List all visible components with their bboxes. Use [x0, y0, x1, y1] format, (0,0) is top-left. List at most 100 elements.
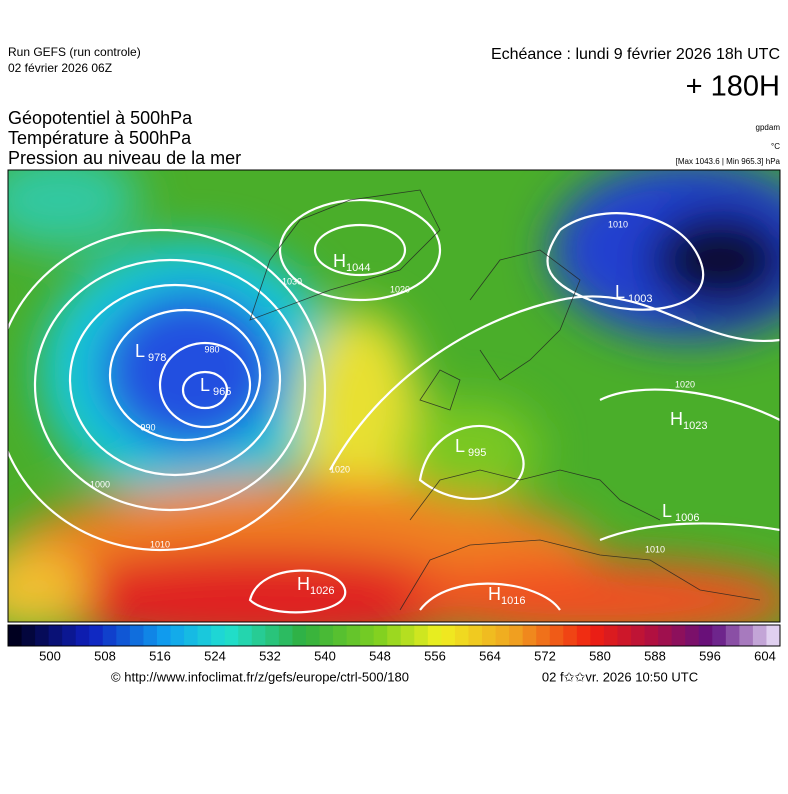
system-value: 1016	[501, 595, 525, 607]
scale-label: 588	[644, 648, 666, 663]
scale-cell	[251, 625, 266, 646]
scale-label: 540	[314, 648, 336, 663]
system-letter: L	[200, 375, 210, 395]
system-letter: H	[488, 584, 501, 604]
scale-cell	[658, 625, 673, 646]
isobar-label: 1030	[282, 276, 302, 286]
system-value: 978	[148, 352, 166, 364]
source: © http://www.infoclimat.fr/z/gefs/europe…	[111, 669, 409, 684]
scale-cell	[387, 625, 402, 646]
issued: 02 f✩✩vr. 2026 10:50 UTC	[542, 669, 698, 684]
layer-title: Géopotentiel à 500hPa	[8, 108, 193, 128]
isobar-label: 1010	[645, 544, 665, 554]
scale-cell	[48, 625, 63, 646]
system-letter: H	[333, 251, 346, 271]
isobar-label: 1010	[608, 219, 628, 229]
scale-cell	[441, 625, 456, 646]
scale-cell	[739, 625, 754, 646]
scale-cell	[278, 625, 293, 646]
isobar-label: 1010	[150, 539, 170, 549]
scale-label: 516	[149, 648, 171, 663]
scale-cell	[644, 625, 659, 646]
scale-cell	[156, 625, 172, 646]
run-date: 02 février 2026 06Z	[8, 61, 112, 75]
isobar-label: 1020	[390, 284, 410, 294]
unit: gpdam	[756, 123, 781, 132]
map-frame	[7, 169, 781, 623]
scale-cell	[292, 625, 307, 646]
scale-cell	[576, 625, 591, 646]
scale-cell	[102, 625, 117, 646]
scale-cell	[224, 625, 239, 646]
scale-cell	[685, 625, 700, 646]
scale-cell	[360, 625, 375, 646]
scale-label: 596	[699, 648, 721, 663]
scale-cell	[8, 625, 23, 646]
scale-cell	[712, 625, 727, 646]
scale-label: 556	[424, 648, 446, 663]
scale-cell	[766, 625, 781, 646]
scale-cell	[21, 625, 36, 646]
system-letter: L	[455, 436, 465, 456]
scale-cell	[631, 625, 646, 646]
system-letter: H	[670, 409, 683, 429]
scale-cell	[333, 625, 348, 646]
scale-cell	[752, 625, 767, 646]
isobar-label: 990	[140, 422, 155, 432]
scale-cell	[129, 625, 144, 646]
scale-cell	[305, 625, 321, 646]
scale-cell	[617, 625, 632, 646]
scale-label: 548	[369, 648, 391, 663]
system-value: 965	[213, 386, 231, 398]
scale-cell	[603, 625, 618, 646]
map	[8, 170, 780, 622]
system-value: 995	[468, 447, 486, 459]
scale-cell	[62, 625, 77, 646]
isobar-label: 1020	[330, 464, 350, 474]
lead-time: + 180H	[686, 71, 780, 103]
scale-cell	[211, 625, 226, 646]
scale-label: 580	[589, 648, 611, 663]
scale-cell	[725, 625, 740, 646]
scale-cell	[563, 625, 578, 646]
scale-label: 604	[754, 648, 776, 663]
run-label: Run GEFS (run controle)	[8, 45, 141, 59]
scale-cell	[319, 625, 334, 646]
scale-label: 572	[534, 648, 556, 663]
system-value: 1023	[683, 420, 707, 432]
scale-cell	[116, 625, 131, 646]
scale-cell	[89, 625, 104, 646]
layer-title: Pression au niveau de la mer	[8, 148, 241, 168]
scale-label: 532	[259, 648, 281, 663]
scale-cell	[265, 625, 280, 646]
scale-label: 564	[479, 648, 501, 663]
unit: °C	[771, 142, 780, 151]
scale-cell	[373, 625, 388, 646]
scale-cell	[400, 625, 415, 646]
isobar-label: 1000	[90, 479, 110, 489]
extremes: [Max 1043.6 | Min 965.3] hPa	[676, 157, 781, 166]
isobar-label: 980	[204, 344, 219, 354]
system-letter: L	[615, 282, 625, 302]
valid-time: Echéance : lundi 9 février 2026 18h UTC	[491, 46, 780, 63]
color-scale: 500 508 516 524 532 540 548 556 564 572 580 588 596 6…	[7, 624, 781, 663]
scale-cell	[509, 625, 524, 646]
scale-label: 524	[204, 648, 226, 663]
system-letter: H	[297, 574, 310, 594]
scale-cell	[238, 625, 253, 646]
scale-cell	[482, 625, 497, 646]
scale-label: 500	[39, 648, 61, 663]
scale-cell	[75, 625, 90, 646]
scale-cell	[536, 625, 551, 646]
system-value: 1044	[346, 262, 370, 274]
scale-cell	[495, 625, 510, 646]
scale-cell	[590, 625, 605, 646]
layer-title: Température à 500hPa	[8, 128, 192, 148]
scale-cell	[427, 625, 442, 646]
scale-cell	[549, 625, 564, 646]
system-value: 1026	[310, 585, 334, 597]
scale-cell	[454, 625, 469, 646]
isobar-label: 1020	[675, 379, 695, 389]
